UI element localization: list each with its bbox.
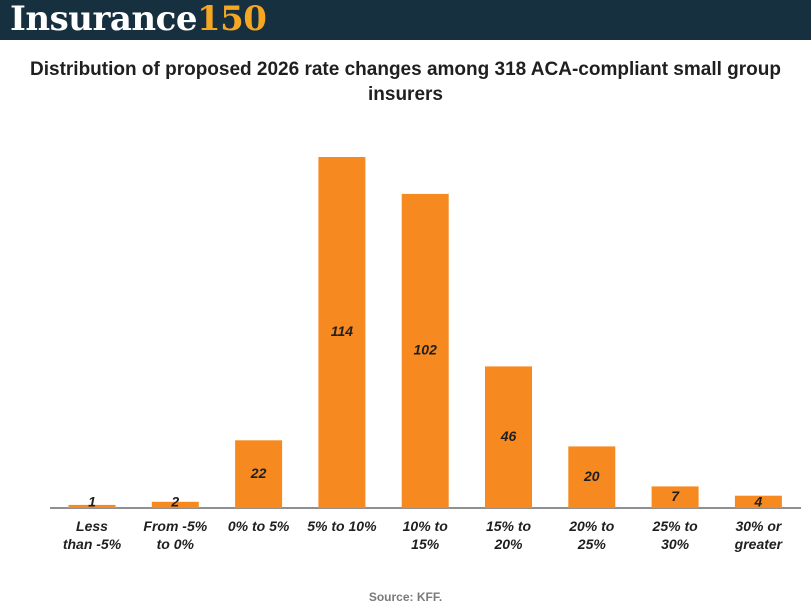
chart-title: Distribution of proposed 2026 rate chang… <box>30 59 781 105</box>
x-tick-label: to 0% <box>157 536 195 552</box>
data-label: 1 <box>88 494 96 510</box>
bar <box>235 440 283 508</box>
logo-number: 150 <box>196 0 267 39</box>
data-label: 7 <box>671 488 680 504</box>
data-label: 102 <box>414 342 438 358</box>
x-tick-label: 20% to <box>568 518 615 534</box>
bar <box>151 501 199 508</box>
x-tick-label: 15% to <box>486 518 532 534</box>
x-tick-label: greater <box>734 536 784 552</box>
bar <box>568 446 616 508</box>
x-tick-label: 25% to <box>652 518 699 534</box>
x-tick-label: 30% <box>661 536 690 552</box>
data-label: 46 <box>500 428 517 444</box>
x-tick-label: 5% to 10% <box>307 518 377 534</box>
x-tick-label: 30% or <box>735 518 782 534</box>
bar <box>68 504 116 508</box>
x-tick-label: 10% to <box>403 518 449 534</box>
data-label: 4 <box>754 494 763 510</box>
x-tick-label: 25% <box>577 536 607 552</box>
data-label: 114 <box>331 323 354 339</box>
bar <box>401 193 449 508</box>
bar-chart: 1 Less than -5% 2 From -5% to 0% 22 0% to 5% 114… <box>50 157 801 552</box>
bar <box>734 495 782 508</box>
bar <box>485 366 532 508</box>
x-tick-label: 20% <box>493 536 523 552</box>
chart-source: Source: KFF. <box>368 590 443 604</box>
insurance150-logo: Insurance150 <box>10 0 267 39</box>
logo-word: Insurance <box>10 0 197 39</box>
data-label: 2 <box>170 494 179 510</box>
bar <box>318 157 366 508</box>
x-tick-label: From -5% <box>143 518 207 534</box>
header-bar: Insurance150 <box>0 0 811 40</box>
x-tick-label: Less <box>76 518 108 534</box>
x-tick-label: than -5% <box>63 536 122 552</box>
bar <box>651 486 699 508</box>
data-label: 22 <box>250 465 267 481</box>
data-label: 20 <box>583 468 600 484</box>
x-tick-label: 0% to 5% <box>228 518 290 534</box>
x-tick-label: 15% <box>411 536 440 552</box>
